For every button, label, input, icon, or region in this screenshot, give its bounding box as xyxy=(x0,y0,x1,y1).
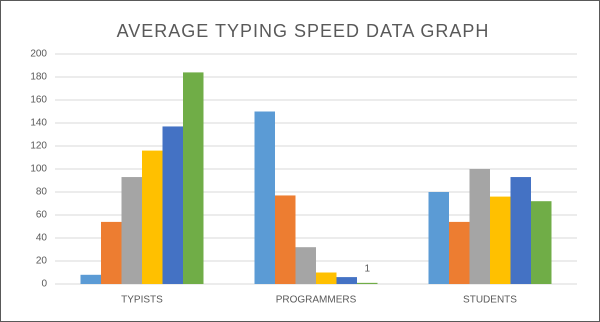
chart-title: AVERAGE TYPING SPEED DATA GRAPH xyxy=(117,21,490,41)
bar xyxy=(254,111,275,284)
bar xyxy=(336,277,357,284)
bar xyxy=(490,196,511,284)
y-tick-label: 0 xyxy=(41,279,47,290)
data-label: 1 xyxy=(364,263,370,274)
bar xyxy=(121,177,142,284)
y-tick-label: 200 xyxy=(30,49,47,60)
bar xyxy=(101,221,122,284)
bar xyxy=(142,150,163,284)
y-tick-label: 120 xyxy=(30,141,47,152)
bar xyxy=(80,274,101,284)
bar xyxy=(275,195,296,284)
bar xyxy=(162,126,183,284)
bar xyxy=(428,192,449,284)
bar xyxy=(357,282,378,284)
bar xyxy=(510,177,531,284)
y-tick-label: 40 xyxy=(36,233,48,244)
bar xyxy=(316,272,337,284)
y-tick-label: 80 xyxy=(36,187,48,198)
y-tick-label: 180 xyxy=(30,72,47,83)
y-tick-label: 140 xyxy=(30,118,47,129)
bar xyxy=(531,201,552,284)
y-tick-label: 160 xyxy=(30,95,47,106)
y-tick-label: 100 xyxy=(30,164,47,175)
y-tick-label: 20 xyxy=(36,256,48,267)
y-tick-label: 60 xyxy=(36,210,48,221)
bar xyxy=(469,169,490,284)
bar xyxy=(295,247,316,284)
x-tick-label: STUDENTS xyxy=(463,295,517,306)
x-tick-label: PROGRAMMERS xyxy=(276,295,357,306)
bar xyxy=(449,221,470,284)
x-tick-label: TYPISTS xyxy=(121,295,163,306)
bar xyxy=(183,72,204,285)
